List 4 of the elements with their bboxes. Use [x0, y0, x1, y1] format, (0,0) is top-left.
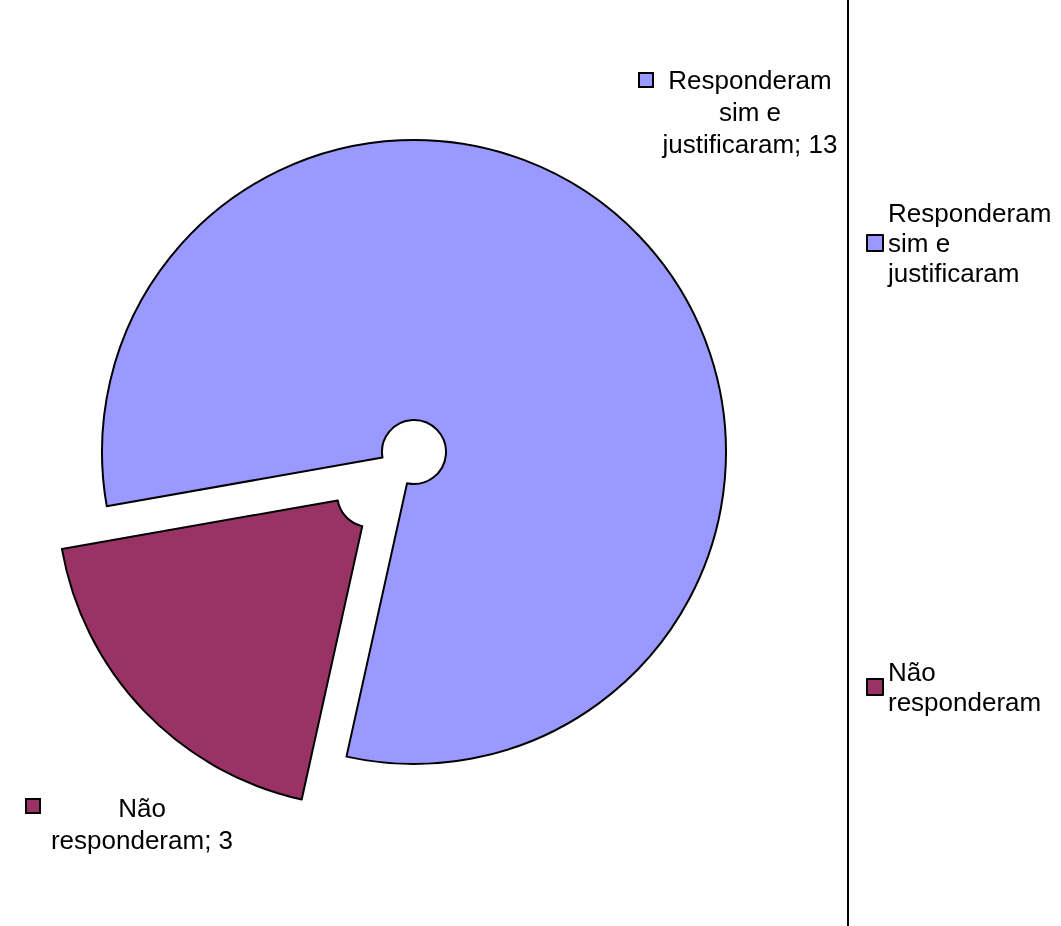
legend-label: Não responderam — [888, 657, 1042, 717]
data-label: Não responderam; 3 — [50, 793, 234, 855]
data-label: Responderam sim e justificaram; 13 — [661, 65, 838, 159]
legend-label: Responderam sim e justificaram — [887, 198, 1059, 288]
